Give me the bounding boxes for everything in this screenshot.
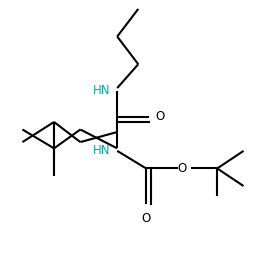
Text: HN: HN [93,144,111,157]
Text: O: O [155,110,165,123]
Text: HN: HN [93,84,111,97]
Text: O: O [142,212,151,225]
Text: O: O [178,162,187,175]
